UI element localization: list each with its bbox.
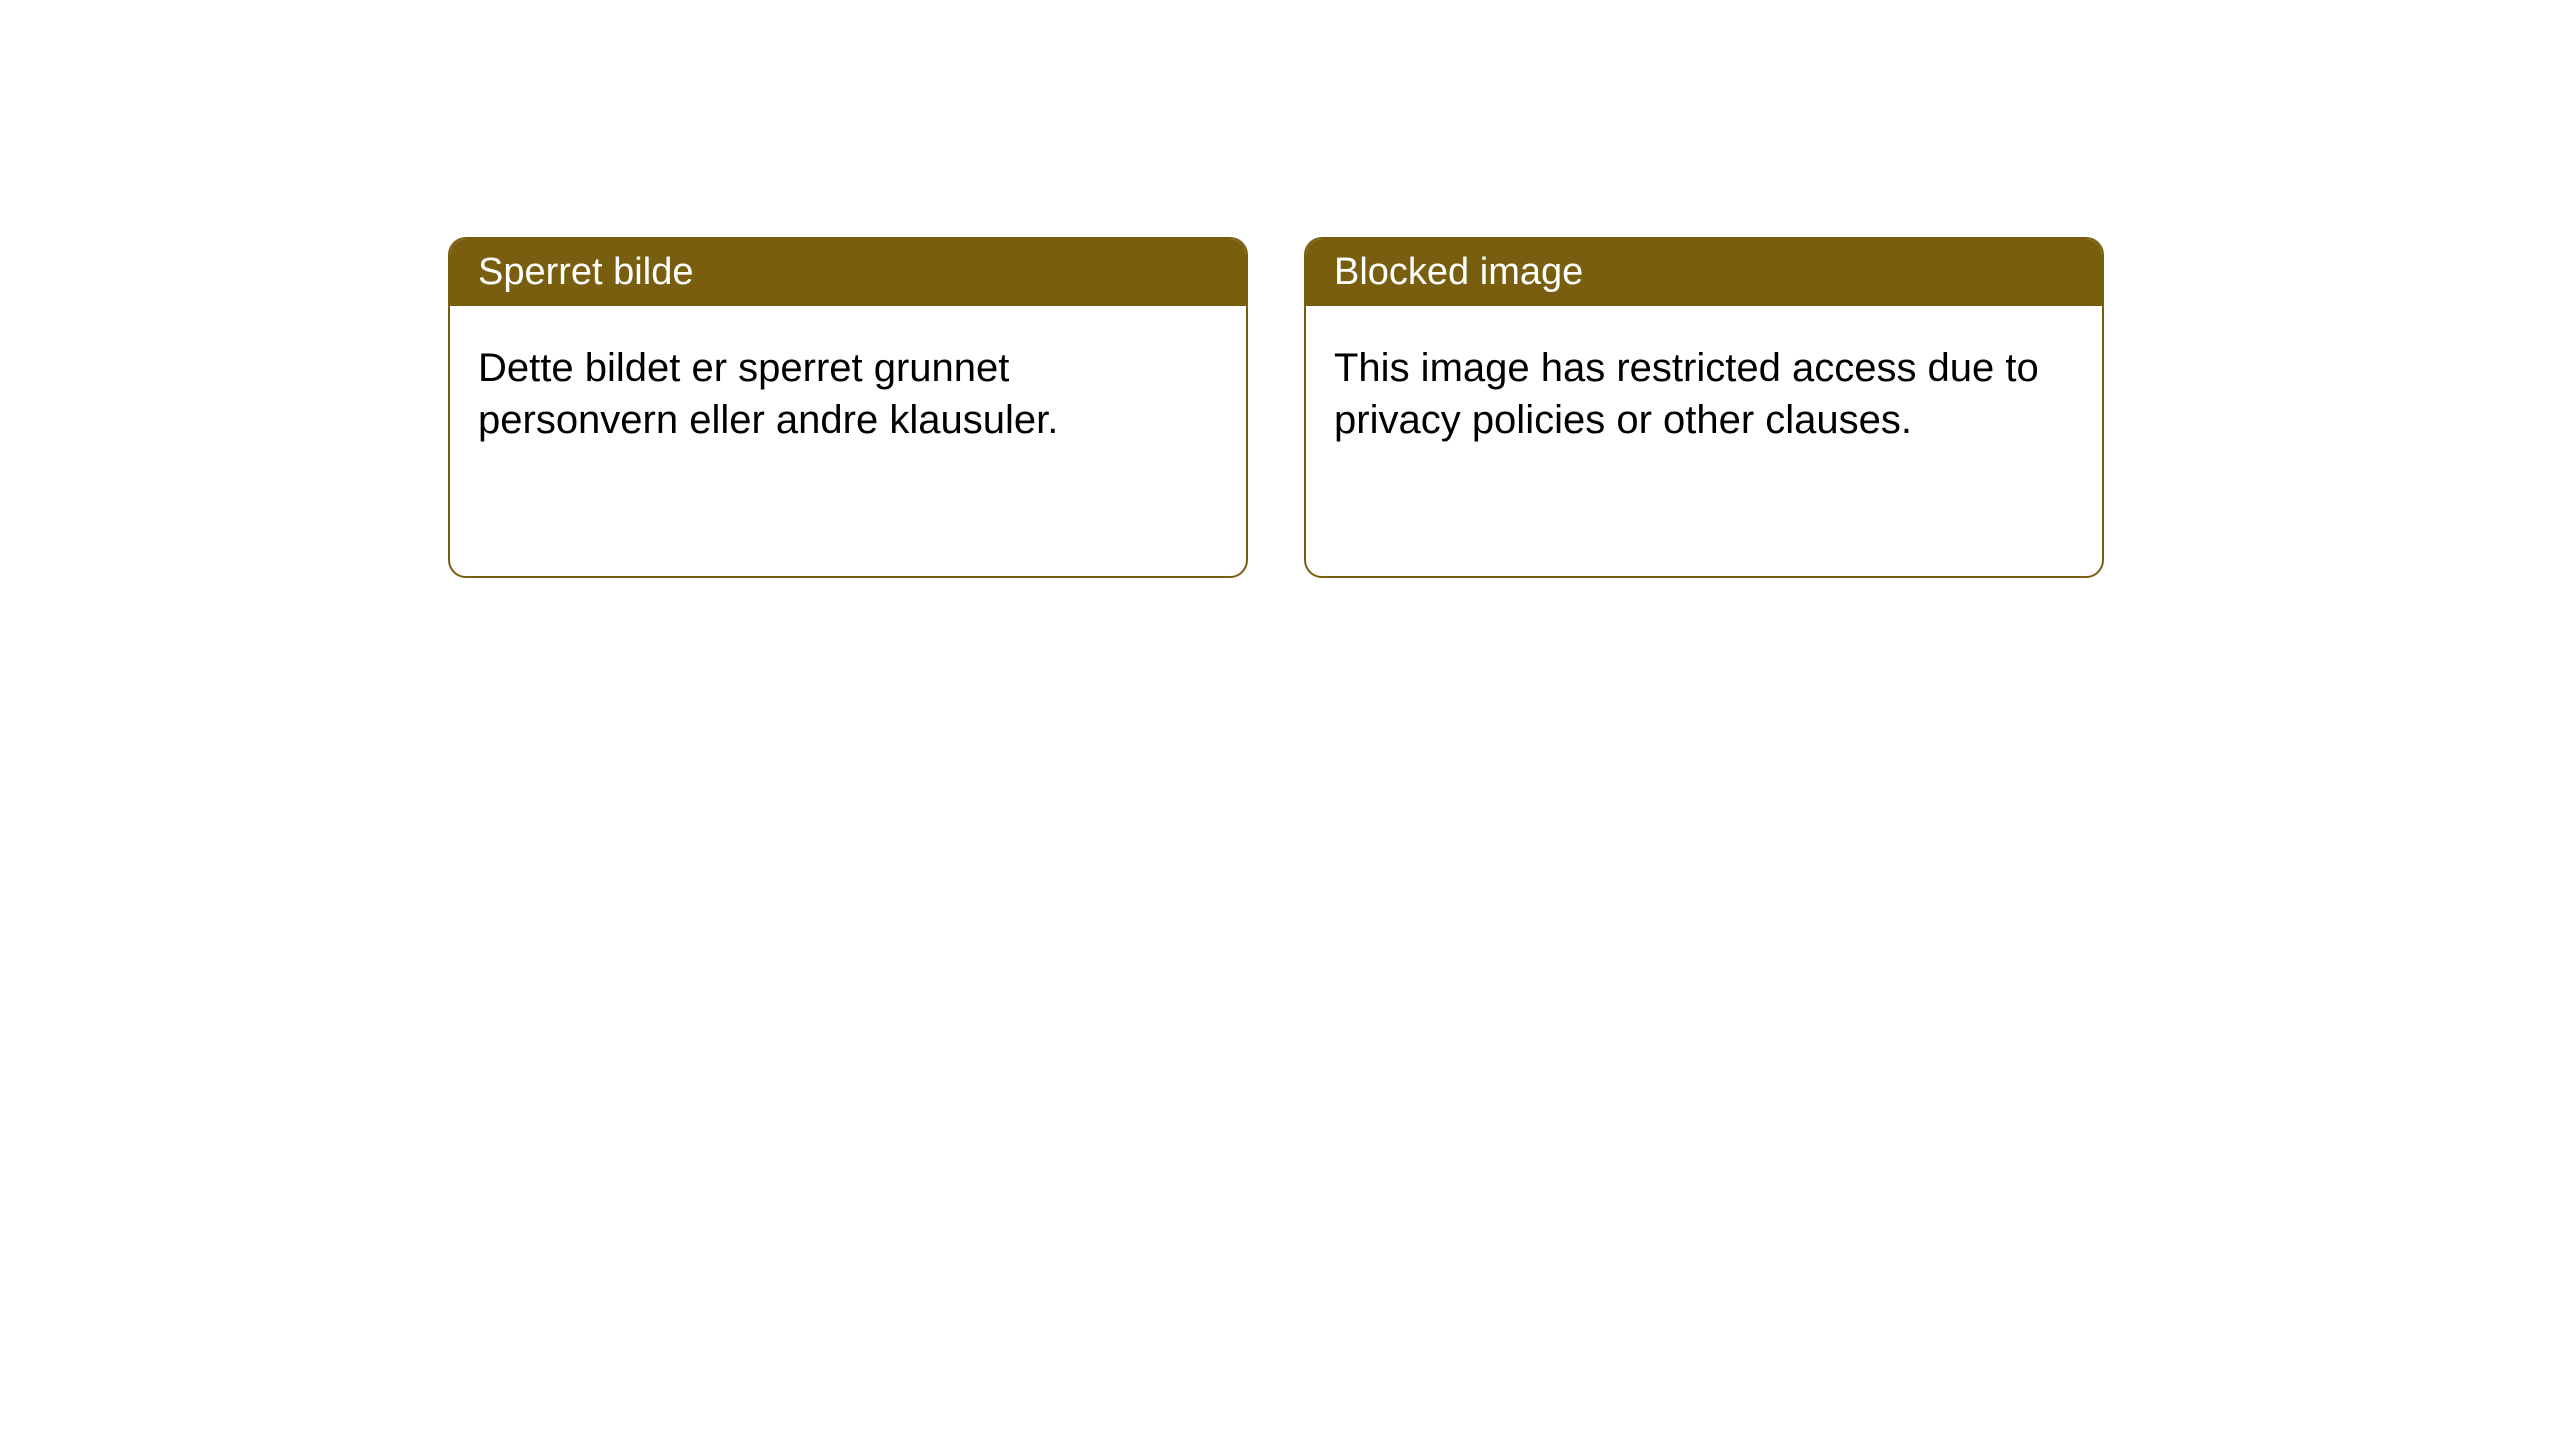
notice-title: Sperret bilde [478,251,693,293]
notice-container: Sperret bilde Dette bildet er sperret gr… [0,0,2560,578]
notice-body-text: This image has restricted access due to … [1334,346,2039,442]
notice-card-norwegian: Sperret bilde Dette bildet er sperret gr… [448,237,1248,578]
notice-header: Blocked image [1306,239,2102,306]
notice-title: Blocked image [1334,251,1583,293]
notice-body-text: Dette bildet er sperret grunnet personve… [478,346,1058,442]
notice-card-english: Blocked image This image has restricted … [1304,237,2104,578]
notice-header: Sperret bilde [450,239,1246,306]
notice-body: Dette bildet er sperret grunnet personve… [450,306,1246,576]
notice-body: This image has restricted access due to … [1306,306,2102,576]
